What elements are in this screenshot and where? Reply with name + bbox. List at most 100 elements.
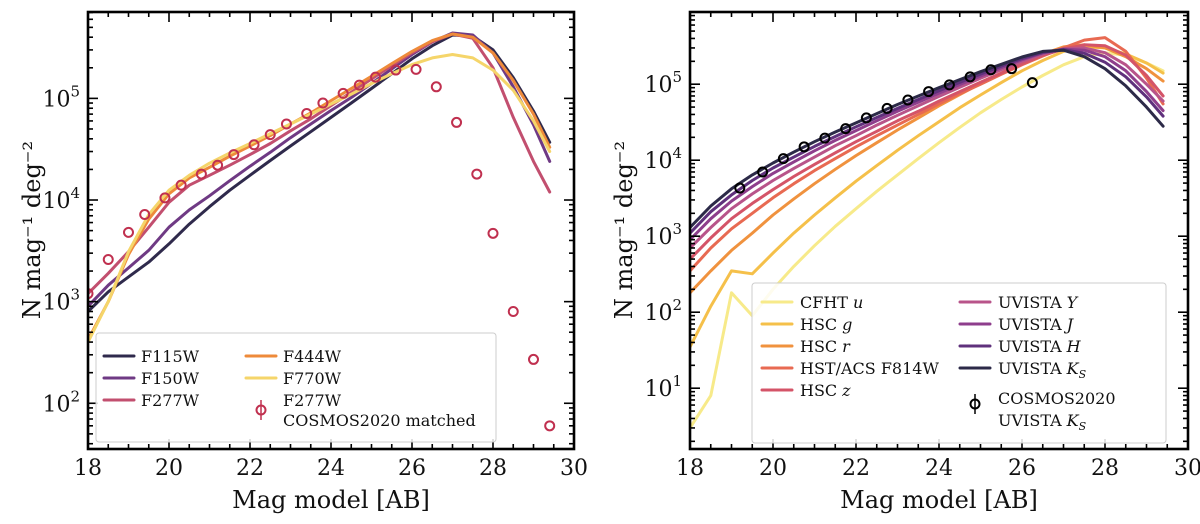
- left-data-point-marker: [528, 353, 539, 365]
- legend-label-points-line1: F277W: [283, 391, 342, 410]
- left-data-point: [430, 81, 442, 93]
- right-data-point-marker: [757, 166, 769, 178]
- right-panel: 18 20 22 24 26 28 30 101 102 103 104 105 CFHT u HSC g H…: [610, 10, 1200, 514]
- legend-label-f115w: F115W: [141, 347, 200, 366]
- left-data-point-marker: [195, 168, 207, 180]
- right-x-axis-label: Mag model [AB]: [840, 486, 1038, 514]
- left-data-point: [159, 192, 171, 204]
- right-series-line-hsc-g: [690, 45, 1165, 349]
- right-y-tick-label-1e4: 104: [644, 144, 682, 174]
- right-data-point: [757, 166, 769, 178]
- left-legend: F115W F150W F277W F444W F770W F277W COSM…: [95, 332, 497, 443]
- right-y-tick-label-1e1: 101: [644, 372, 682, 402]
- left-legend-box: [95, 332, 497, 443]
- right-legend: CFHT u HSC g HSC r HST/ACS F814W HSC z UVISTA Y UVI…: [751, 282, 1167, 444]
- right-data-point-marker: [860, 112, 872, 124]
- left-data-point: [317, 97, 329, 109]
- right-data-point: [943, 79, 955, 91]
- left-data-point: [487, 227, 499, 239]
- right-series-line-uvista-y: [690, 46, 1165, 250]
- left-data-point: [528, 353, 539, 365]
- legend-label-uvista-y: UVISTA Y: [998, 293, 1079, 312]
- right-data-point-marker: [943, 79, 955, 91]
- left-x-tick-label-30: 30: [560, 456, 588, 481]
- left-data-point-marker: [317, 97, 329, 109]
- left-data-point: [544, 420, 556, 432]
- right-data-point-marker: [985, 64, 997, 76]
- right-data-point: [840, 123, 852, 135]
- left-series-line-f444w: [88, 32, 552, 342]
- right-x-tick-label-20: 20: [759, 456, 787, 481]
- left-data-point-marker: [370, 71, 382, 83]
- left-data-point-marker: [159, 192, 171, 204]
- left-data-point-marker: [410, 63, 422, 75]
- right-x-tick-label-24: 24: [925, 456, 953, 481]
- left-x-tick-label-26: 26: [398, 456, 426, 481]
- right-data-point-marker: [734, 182, 746, 194]
- right-data-point-marker: [1006, 63, 1018, 75]
- legend-label-cfht-u: CFHT u: [800, 293, 863, 312]
- left-data-point-marker: [507, 305, 519, 317]
- left-data-point-marker: [337, 87, 349, 99]
- right-legend-box: [751, 282, 1167, 444]
- left-data-point-marker: [139, 209, 151, 221]
- left-data-point: [264, 129, 276, 141]
- legend-label-f150w: F150W: [141, 369, 200, 388]
- left-series-line-f277w: [88, 32, 552, 296]
- right-data-point: [734, 182, 746, 194]
- right-series-line-uvista-j: [690, 47, 1165, 242]
- left-data-point-marker: [264, 129, 276, 141]
- right-data-point: [902, 94, 914, 106]
- left-data-point-marker: [175, 179, 187, 191]
- left-y-tick-label-1e5: 105: [42, 82, 80, 112]
- legend-label-hsc-z: HSC z: [800, 381, 851, 400]
- right-data-point-marker: [881, 102, 893, 114]
- left-data-point-marker: [280, 118, 292, 130]
- right-data-point: [1026, 77, 1038, 89]
- left-data-point: [507, 305, 519, 317]
- left-data-point-marker: [544, 420, 556, 432]
- legend-label-hsc-g: HSC g: [800, 315, 852, 334]
- right-points-group: [734, 63, 1038, 194]
- left-data-point: [195, 168, 207, 180]
- left-y-tick-label-1e2: 102: [42, 387, 80, 417]
- left-series-group: [88, 31, 552, 344]
- right-data-point-marker: [902, 94, 914, 106]
- left-series-line-f150w: [88, 31, 552, 308]
- legend-label-hsc-r: HSC r: [800, 337, 851, 356]
- left-data-point-marker: [102, 253, 114, 265]
- legend-marker-cosmos2020-matched: [255, 400, 267, 420]
- left-data-point: [353, 79, 365, 91]
- left-data-point: [410, 63, 422, 75]
- left-data-point: [390, 64, 402, 76]
- legend-label-hst-acs-f814w: HST/ACS F814W: [800, 359, 939, 378]
- left-data-point: [471, 168, 483, 180]
- right-y-axis-label: N mag⁻¹ deg⁻²: [610, 141, 638, 319]
- left-data-point-marker: [248, 139, 260, 151]
- right-data-point: [881, 102, 893, 114]
- right-data-point-marker: [798, 141, 810, 153]
- left-data-point: [175, 179, 187, 191]
- left-y-tick-label-1e4: 104: [42, 184, 80, 214]
- right-data-point: [860, 112, 872, 124]
- left-plot-frame: [86, 10, 576, 451]
- right-y-tick-label-1e5: 105: [644, 68, 682, 98]
- right-y-tick-label-1e2: 102: [644, 296, 682, 326]
- left-data-point: [212, 159, 224, 171]
- left-data-point: [280, 118, 292, 130]
- left-data-point-marker: [430, 81, 442, 93]
- left-data-point: [102, 253, 114, 265]
- right-x-tick-label-28: 28: [1091, 456, 1119, 481]
- left-series-line-f770w: [88, 53, 552, 344]
- left-data-point-marker: [451, 116, 463, 128]
- left-data-point-marker: [353, 79, 365, 91]
- right-x-tick-label-26: 26: [1008, 456, 1036, 481]
- left-x-tick-label-24: 24: [317, 456, 345, 481]
- left-x-tick-label-20: 20: [155, 456, 183, 481]
- right-x-tick-label-18: 18: [676, 456, 704, 481]
- left-data-point: [248, 139, 260, 151]
- legend-label-uvista-ks: UVISTA KS: [998, 359, 1087, 381]
- left-x-tick-label-18: 18: [74, 456, 102, 481]
- right-data-point-marker: [1026, 77, 1038, 89]
